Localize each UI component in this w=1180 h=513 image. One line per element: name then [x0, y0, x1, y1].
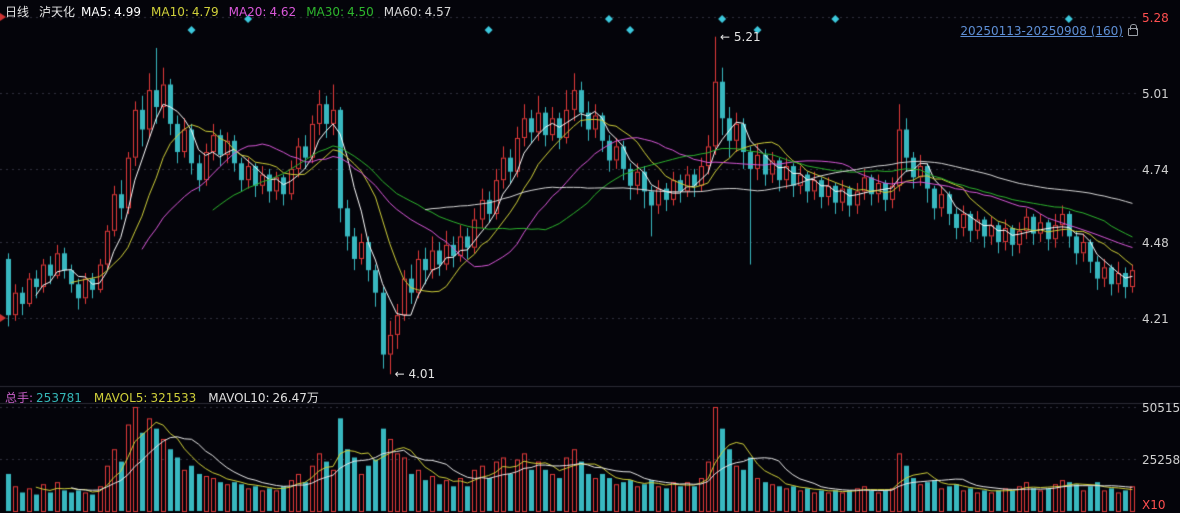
ma60-legend: MA60: 4.57 — [384, 5, 452, 19]
ma5-value: 4.99 — [114, 5, 141, 19]
price-axis-label: 4.74 — [1142, 163, 1169, 177]
ma10-label: MA10: — [151, 5, 189, 19]
ma20-value: 4.62 — [269, 5, 297, 19]
lock-icon[interactable] — [1128, 24, 1138, 36]
ma60-label: MA60: — [383, 5, 422, 19]
total-volume-label: 总手: — [5, 391, 34, 405]
low-price-annotation: ← 4.01 — [394, 367, 436, 382]
mavol10-legend: MAVOL10: 26.47万 — [208, 391, 319, 405]
stock-name: 泸天化 — [39, 5, 76, 19]
ma30-value: 4.50 — [347, 5, 374, 19]
price-axis-label: 4.21 — [1142, 312, 1169, 326]
price-axis-label: 5.01 — [1142, 87, 1169, 101]
volume-header: 总手: 253781 MAVOL5: 321533 MAVOL10: 26.47万 — [5, 389, 331, 406]
ma5-legend: MA5: 4.99 — [81, 5, 141, 19]
volume-axis-label: 25258 — [1142, 453, 1180, 467]
mavol5-legend: MAVOL5: 321533 — [94, 391, 196, 405]
ma20-label: MA20: — [228, 5, 267, 19]
volume-axis-unit-label: X10 — [1142, 498, 1166, 512]
mavol10-value: 26.47万 — [272, 391, 319, 405]
date-range-display: 20250113-20250908 (160) — [960, 24, 1138, 38]
total-volume-legend: 总手: 253781 — [5, 391, 82, 405]
high-price-annotation: ← 5.21 — [720, 29, 761, 44]
chart-header: 日线 泸天化 MA5: 4.99 MA10: 4.79 MA20: 4.62 MA30: 4.50… — [5, 3, 461, 20]
ma10-legend: MA10: 4.79 — [151, 5, 219, 19]
price-axis-label: 5.28 — [1142, 11, 1169, 25]
volume-axis-label: 50515 — [1142, 401, 1180, 415]
period-label[interactable]: 日线 — [5, 5, 30, 19]
ma60-value: 4.57 — [424, 5, 452, 19]
ma30-legend: MA30: 4.50 — [306, 5, 374, 19]
total-volume-value: 253781 — [36, 391, 82, 405]
ma10-value: 4.79 — [191, 5, 219, 19]
date-range-link[interactable]: 20250113-20250908 (160) — [960, 24, 1123, 38]
mavol5-value: 321533 — [150, 391, 197, 405]
ma5-label: MA5: — [81, 5, 112, 19]
price-axis-label: 4.48 — [1142, 236, 1169, 250]
mavol5-label: MAVOL5: — [93, 391, 148, 405]
ma30-label: MA30: — [306, 5, 345, 19]
ma20-legend: MA20: 4.62 — [229, 5, 297, 19]
mavol10-label: MAVOL10: — [208, 391, 270, 405]
